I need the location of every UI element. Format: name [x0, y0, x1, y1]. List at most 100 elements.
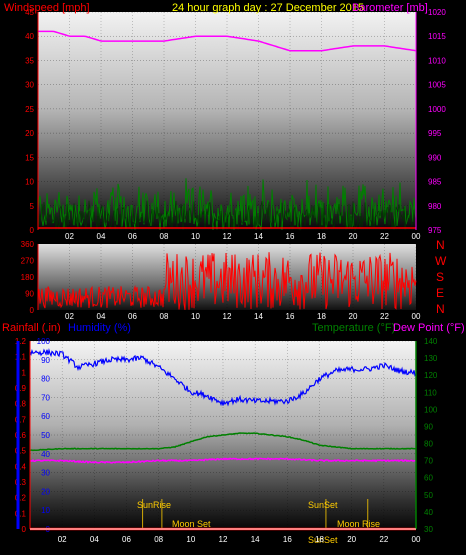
barometer-tick-label: 1020 — [428, 8, 446, 17]
temperature-tick-label: 120 — [424, 371, 438, 380]
sunset-label: SunSet — [308, 500, 338, 510]
temperature-series — [29, 432, 417, 452]
dewpoint-series — [29, 457, 416, 464]
top-x-tick-label: 18 — [317, 232, 326, 241]
humidity-tick-label: 90 — [41, 356, 50, 365]
chart-marks: 0510152025303540459759809859909951000100… — [15, 8, 446, 544]
windspeed-axis-label: Windspeed [mph] — [4, 2, 90, 14]
rainfall-tick-label: 0.1 — [15, 509, 27, 518]
windspeed-series — [37, 200, 417, 232]
bottom-x-tick-label: 02 — [58, 535, 67, 544]
compass-s: S — [436, 270, 444, 284]
barometer-tick-label: 995 — [428, 129, 442, 138]
mid-x-tick-label: 04 — [97, 312, 106, 321]
top-x-tick-label: 20 — [349, 232, 358, 241]
rainfall-tick-label: 0.6 — [15, 431, 27, 440]
rainfall-tick-label: 0.9 — [15, 384, 27, 393]
temperature-tick-label: 90 — [424, 422, 433, 431]
rainfall-axis-label: Rainfall (.in) — [2, 322, 61, 334]
wind-baro-plot-area — [38, 12, 416, 230]
mid-x-tick-label: 20 — [349, 312, 358, 321]
direction-tick-label: 360 — [21, 240, 35, 249]
rainfall-tick-label: 0.7 — [15, 415, 27, 424]
bottom-x-tick-label: 18 — [315, 535, 324, 544]
rainfall-tick-label: 0.3 — [15, 478, 27, 487]
humidity-tick-label: 10 — [41, 506, 50, 515]
mid-x-tick-label: 06 — [128, 312, 137, 321]
barometer-tick-label: 980 — [428, 202, 442, 211]
humidity-tick-label: 20 — [41, 487, 50, 496]
humidity-series — [29, 347, 417, 407]
bottom-x-tick-label: 08 — [154, 535, 163, 544]
temperature-tick-label: 70 — [424, 457, 433, 466]
rainfall-tick-label: 1.1 — [15, 353, 27, 362]
barometer-tick-label: 975 — [428, 226, 442, 235]
chart-title: 24 hour graph day : 27 December 2015 — [172, 2, 364, 14]
direction-tick-label: 0 — [30, 306, 35, 315]
temperature-tick-label: 30 — [424, 525, 433, 534]
sunset-axis-label: SunSet — [308, 535, 338, 545]
bottom-x-tick-label: 10 — [186, 535, 195, 544]
barometer-tick-label: 1010 — [428, 56, 446, 65]
barometer-tick-label: 1005 — [428, 81, 446, 90]
mid-x-tick-label: 02 — [65, 312, 74, 321]
top-x-tick-label: 00 — [412, 232, 421, 241]
top-x-tick-label: 12 — [223, 232, 232, 241]
compass-e: E — [436, 286, 444, 300]
rainfall-tick-label: 0.5 — [15, 447, 27, 456]
windspeed-tick-label: 10 — [25, 178, 34, 187]
mid-x-tick-label: 14 — [254, 312, 263, 321]
barometer-tick-label: 985 — [428, 178, 442, 187]
top-x-tick-label: 16 — [286, 232, 295, 241]
mid-x-tick-label: 10 — [191, 312, 200, 321]
rainfall-tick-label: 1.2 — [15, 337, 27, 346]
windspeed-tick-label: 30 — [25, 81, 34, 90]
bottom-x-tick-label: 04 — [90, 535, 99, 544]
direction-tick-label: 90 — [25, 290, 34, 299]
barometer-axis-label: Barometer [mb] — [352, 2, 428, 14]
windspeed-tick-label: 45 — [25, 8, 34, 17]
moonrise-label: Moon Rise — [337, 519, 380, 529]
compass-labels: N W S E N — [435, 238, 447, 316]
rainfall-tick-label: 1 — [22, 368, 27, 377]
mid-x-tick-label: 22 — [380, 312, 389, 321]
bottom-x-tick-label: 00 — [412, 535, 421, 544]
barometer-tick-label: 1015 — [428, 32, 446, 41]
rainfall-tick-label: 0.4 — [15, 462, 27, 471]
temperature-tick-label: 100 — [424, 405, 438, 414]
direction-tick-label: 180 — [21, 273, 35, 282]
temperature-tick-label: 110 — [424, 388, 437, 397]
temperature-tick-label: 80 — [424, 440, 433, 449]
top-x-tick-label: 22 — [380, 232, 389, 241]
temperature-tick-label: 140 — [424, 337, 438, 346]
windspeed-tick-label: 40 — [25, 32, 34, 41]
windspeed-tick-label: 35 — [25, 56, 34, 65]
windspeed-tick-label: 0 — [30, 226, 35, 235]
top-x-tick-label: 06 — [128, 232, 137, 241]
direction-tick-label: 270 — [21, 257, 35, 266]
temperature-tick-label: 60 — [424, 474, 433, 483]
compass-n-bottom: N — [436, 302, 445, 316]
temperature-tick-label: 40 — [424, 508, 433, 517]
bottom-x-tick-label: 22 — [379, 535, 388, 544]
temperature-axis-label: Temperature (°F) — [312, 322, 395, 334]
wind-gust-series — [37, 178, 417, 230]
humidity-tick-label: 50 — [41, 431, 50, 440]
humidity-tick-label: 40 — [41, 450, 50, 459]
humidity-tick-label: 70 — [41, 393, 50, 402]
windspeed-tick-label: 20 — [25, 129, 34, 138]
temperature-tick-label: 50 — [424, 491, 433, 500]
windspeed-tick-label: 15 — [25, 153, 34, 162]
moonset-label: Moon Set — [172, 519, 211, 529]
top-x-tick-label: 02 — [65, 232, 74, 241]
top-x-tick-label: 08 — [160, 232, 169, 241]
bottom-x-tick-label: 14 — [251, 535, 260, 544]
mid-x-tick-label: 08 — [160, 312, 169, 321]
mid-x-tick-label: 00 — [412, 312, 421, 321]
humidity-axis-label: Humidity (%) — [68, 322, 131, 334]
rainfall-tick-label: 0 — [22, 525, 27, 534]
compass-w: W — [435, 254, 447, 268]
top-x-tick-label: 10 — [191, 232, 200, 241]
